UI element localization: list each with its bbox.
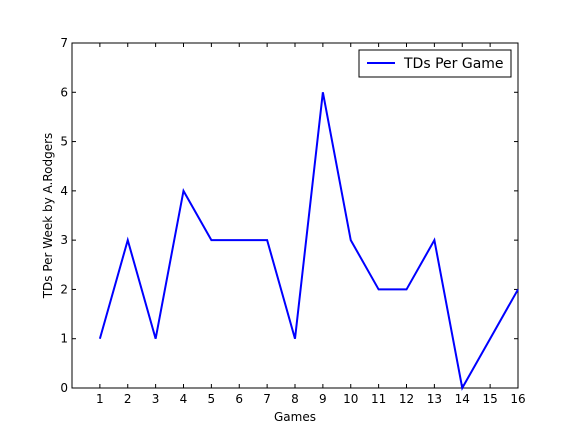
data-point-game-6 <box>238 239 240 241</box>
data-point-game-7 <box>266 239 268 241</box>
x-tick-label: 6 <box>235 392 243 406</box>
data-point-game-5 <box>210 239 212 241</box>
x-tick-label: 2 <box>124 392 132 406</box>
data-point-game-11 <box>378 288 380 290</box>
x-tick-label: 15 <box>482 392 497 406</box>
x-tick-label: 16 <box>510 392 525 406</box>
y-tick-label: 7 <box>60 36 68 50</box>
data-point-game-3 <box>155 338 157 340</box>
y-tick-label: 1 <box>60 332 68 346</box>
data-point-game-4 <box>183 190 185 192</box>
data-point-game-10 <box>350 239 352 241</box>
data-point-game-13 <box>433 239 435 241</box>
y-tick-label: 0 <box>60 381 68 395</box>
x-axis-label: Games <box>274 410 316 424</box>
y-tick-label: 3 <box>60 233 68 247</box>
x-tick-label: 13 <box>427 392 442 406</box>
data-point-game-1 <box>99 338 101 340</box>
x-tick-label: 9 <box>319 392 327 406</box>
x-tick-label: 10 <box>343 392 358 406</box>
data-point-game-2 <box>127 239 129 241</box>
x-tick-label: 12 <box>399 392 414 406</box>
data-point-game-9 <box>322 91 324 93</box>
x-tick-label: 4 <box>180 392 188 406</box>
x-tick-label: 1 <box>96 392 104 406</box>
x-tick-label: 5 <box>208 392 216 406</box>
y-axis-label: TDs Per Week by A.Rodgers <box>41 133 55 300</box>
x-tick-label: 14 <box>455 392 470 406</box>
x-tick-label: 8 <box>291 392 299 406</box>
y-tick-label: 2 <box>60 282 68 296</box>
data-point-game-12 <box>406 288 408 290</box>
x-axis: 1 2 3 4 5 6 7 8 9 10 11 12 13 14 15 16 <box>96 43 526 406</box>
data-point-game-16 <box>517 288 519 290</box>
data-point-game-14 <box>461 387 463 389</box>
x-tick-label: 11 <box>371 392 386 406</box>
legend-label: TDs Per Game <box>403 56 504 72</box>
legend: TDs Per Game <box>358 49 512 78</box>
y-tick-label: 5 <box>60 135 68 149</box>
y-tick-label: 6 <box>60 85 68 99</box>
x-tick-label: 7 <box>263 392 271 406</box>
x-tick-label: 3 <box>152 392 160 406</box>
y-tick-label: 4 <box>60 184 68 198</box>
y-axis: 0 1 2 3 4 5 6 7 <box>60 36 518 395</box>
data-point-game-15 <box>489 338 491 340</box>
data-point-game-8 <box>294 338 296 340</box>
series-line-tds-per-game <box>98 92 519 391</box>
